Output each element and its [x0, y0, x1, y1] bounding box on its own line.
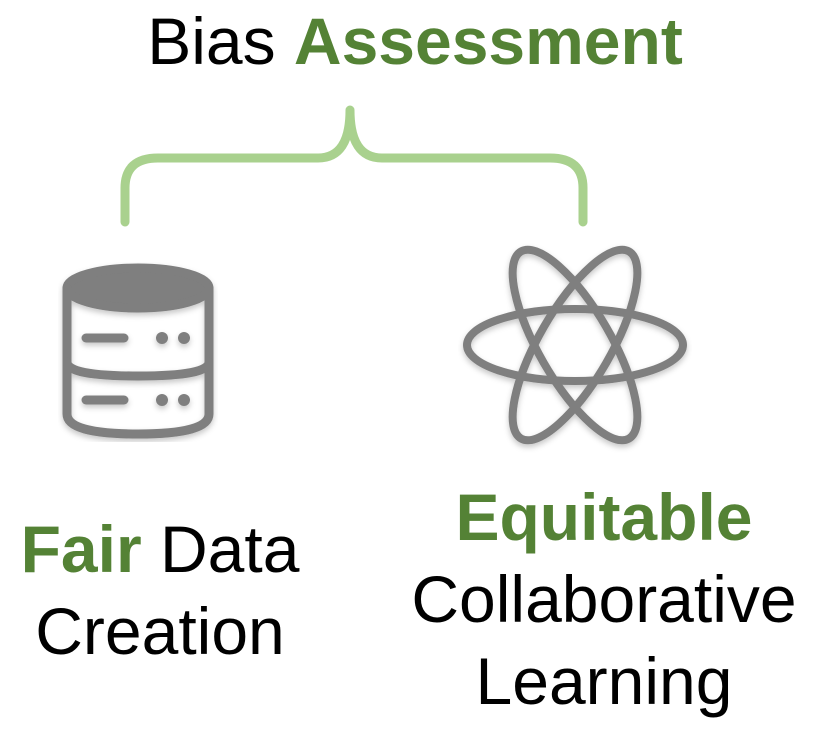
- right-caption-highlight: Equitable: [455, 480, 753, 554]
- right-caption: Equitable Collaborative Learning: [378, 476, 830, 722]
- left-caption: Fair Data Creation: [0, 508, 320, 672]
- left-caption-line2: Creation: [35, 594, 285, 668]
- atom-icon: [463, 245, 687, 445]
- right-caption-line2: Collaborative: [411, 562, 797, 636]
- database-icon: [62, 263, 214, 439]
- title-highlight: Assessment: [293, 4, 683, 78]
- left-caption-line1: Fair Data: [0, 508, 320, 590]
- right-caption-line3: Learning: [475, 644, 733, 718]
- title-prefix: Bias: [147, 4, 276, 78]
- left-caption-rest: Data: [159, 512, 300, 586]
- left-caption-highlight: Fair: [20, 512, 142, 586]
- diagram-title: Bias Assessment: [0, 2, 830, 80]
